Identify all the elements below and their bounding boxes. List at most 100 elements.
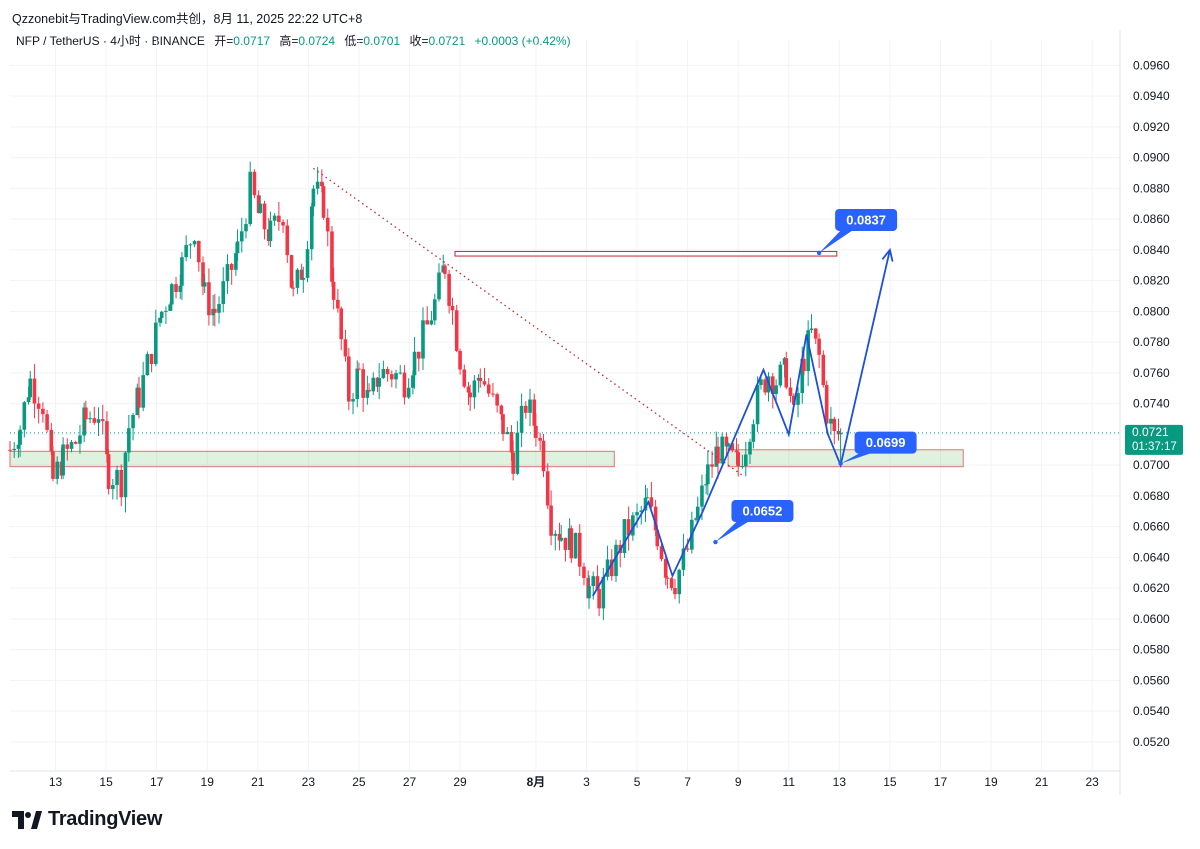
candle-body [281, 221, 285, 226]
candle-body [119, 469, 124, 498]
low-value: 0.0701 [363, 34, 401, 48]
candle-body [394, 373, 398, 380]
candle-body [84, 407, 88, 420]
candle-body [563, 537, 568, 550]
x-tick-label: 15 [99, 775, 113, 789]
close-label: 收= [409, 34, 429, 48]
candle-body [595, 576, 600, 589]
x-tick-label: 19 [201, 775, 215, 789]
candle-body [184, 245, 188, 258]
candle-body [653, 506, 658, 531]
candle-body [78, 435, 82, 444]
callout-pointer [840, 452, 873, 464]
candle-body [301, 277, 306, 280]
candle-body [587, 586, 591, 599]
candle-body [371, 377, 376, 392]
x-tick-label: 8月 [527, 775, 546, 789]
y-tick-label: 0.0620 [1133, 581, 1170, 595]
current-price-value: 0.0721 [1132, 425, 1169, 439]
x-tick-label: 27 [403, 775, 417, 789]
x-tick-label: 3 [583, 775, 590, 789]
candle-body [824, 385, 829, 424]
candle-body [429, 320, 434, 325]
candle-body [541, 440, 546, 472]
candle-body [411, 375, 415, 388]
candle-body [663, 559, 668, 578]
candle-body [553, 533, 558, 536]
annotation-labels: 0.0652 0.0699 0.0837 [713, 208, 917, 545]
y-tick-label: 0.0700 [1133, 458, 1170, 472]
candle-body [234, 253, 238, 270]
candle-body [141, 375, 145, 408]
candle-body [32, 378, 37, 404]
candle-body [591, 576, 596, 587]
candle-body [361, 369, 365, 398]
candle-body [495, 394, 499, 406]
candle-body [225, 264, 230, 282]
candle-body [649, 497, 654, 507]
candles-layer [8, 161, 843, 621]
candle-body [519, 405, 524, 433]
candle-body [605, 559, 610, 577]
x-tick-label: 13 [833, 775, 847, 789]
callout-pointer [715, 521, 750, 543]
candle-body [655, 530, 660, 547]
y-tick-label: 0.0800 [1133, 304, 1170, 318]
candle-body [347, 356, 351, 402]
candle-body [180, 257, 184, 286]
y-tick-label: 0.0560 [1133, 673, 1170, 687]
symbol-name[interactable]: NFP / TetherUS · 4小时 · BINANCE [16, 34, 205, 48]
high-label: 高= [279, 34, 299, 48]
x-tick-label: 29 [453, 775, 467, 789]
price-callout-label: 0.0837 [846, 212, 886, 227]
candle-body [36, 403, 41, 409]
candle-body [802, 358, 806, 372]
candle-body [437, 272, 441, 300]
candle-body [813, 328, 818, 339]
y-tick-label: 0.0600 [1133, 612, 1170, 626]
candle-body [743, 454, 748, 467]
candle-body [105, 421, 109, 455]
candle-body [809, 328, 814, 331]
candle-body [450, 305, 455, 311]
y-tick-label: 0.0660 [1133, 520, 1170, 534]
candle-body [131, 414, 135, 429]
candle-body [18, 429, 22, 445]
candle-body [614, 544, 618, 577]
candle-body [365, 389, 370, 398]
candle-body [16, 444, 21, 449]
y-tick-label: 0.0960 [1133, 58, 1170, 72]
candle-body [659, 546, 664, 560]
candle-body [509, 431, 514, 453]
candle-body [123, 452, 128, 498]
candle-body [720, 436, 724, 464]
candle-body [235, 241, 240, 254]
candle-body [800, 358, 805, 394]
candle-body [299, 269, 304, 280]
symbol-legend: NFP / TetherUS · 4小时 · BINANCE 开=0.0717 … [16, 32, 571, 49]
candle-body [41, 408, 45, 415]
candle-body [832, 418, 837, 432]
candle-body [330, 231, 334, 282]
x-tick-label: 25 [352, 775, 366, 789]
x-tick-label: 11 [783, 775, 796, 789]
axes-layer: 0.0960 0.0940 0.0920 0.0900 0.0880 0.0860 0.08… [10, 30, 1183, 795]
candle-body [458, 350, 462, 370]
candle-body [609, 559, 614, 577]
candle-body [778, 364, 783, 386]
candle-body [468, 392, 472, 398]
candle-body [339, 308, 344, 340]
candle-body [528, 399, 532, 413]
candle-body [402, 372, 407, 398]
candle-body [643, 497, 648, 511]
candle-body [631, 515, 635, 536]
chart-source-line: Qzzonebit与TradingView.com共创，8月 11, 2025 … [12, 12, 363, 26]
x-tick-label: 7 [684, 775, 691, 789]
brand-name: TradingView [48, 808, 163, 830]
candle-body [763, 379, 767, 393]
candle-body [196, 240, 201, 263]
candle-body [511, 452, 515, 474]
candle-body [221, 281, 226, 304]
candle-body [127, 428, 131, 453]
